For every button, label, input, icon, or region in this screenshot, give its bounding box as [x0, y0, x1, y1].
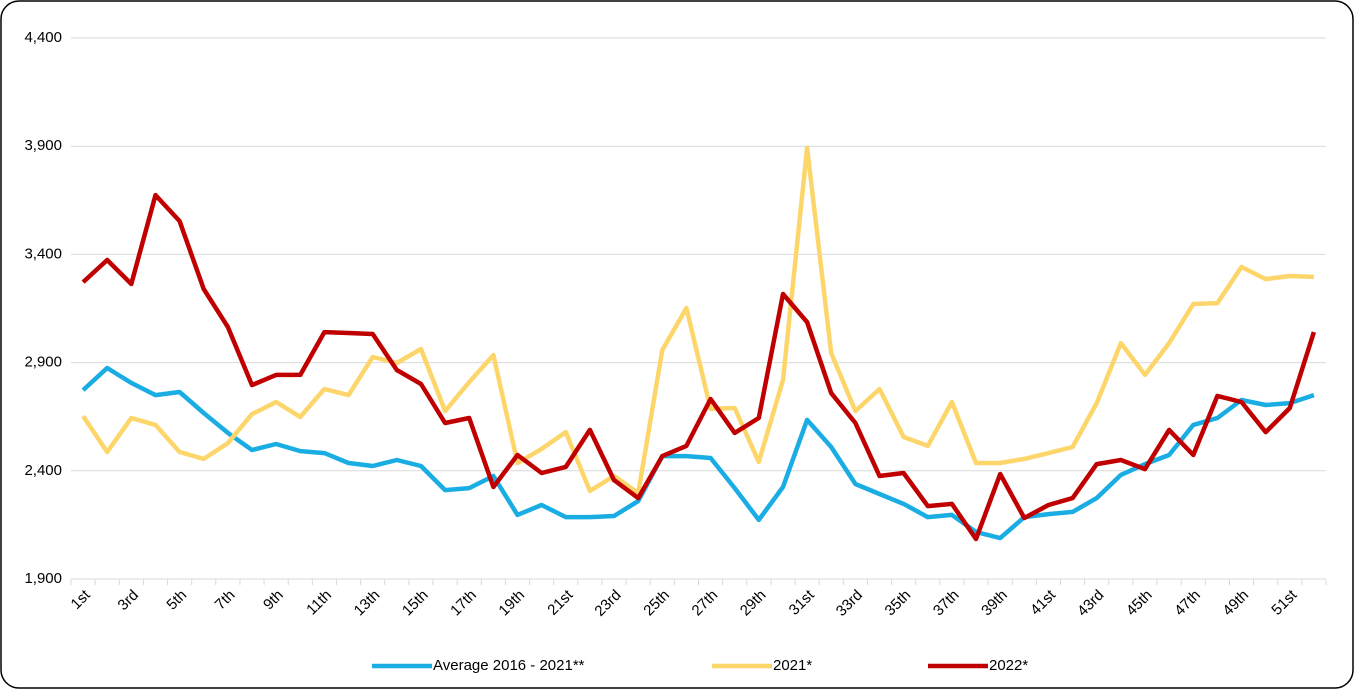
y-tick-label: 3,900: [24, 137, 62, 154]
y-tick-label: 3,400: [24, 245, 62, 262]
y-tick-label: 2,400: [24, 462, 62, 479]
legend-label: Average 2016 - 2021**: [433, 657, 585, 674]
line-series: [81, 365, 1315, 541]
legend-label: 2021*: [773, 657, 812, 674]
y-tick-label: 4,400: [24, 29, 62, 46]
legend-label: 2022*: [989, 657, 1028, 674]
line-series: [81, 192, 1317, 542]
y-tick-label: 1,900: [24, 570, 62, 587]
line-series: [81, 145, 1314, 496]
y-tick-label: 2,900: [24, 354, 62, 371]
